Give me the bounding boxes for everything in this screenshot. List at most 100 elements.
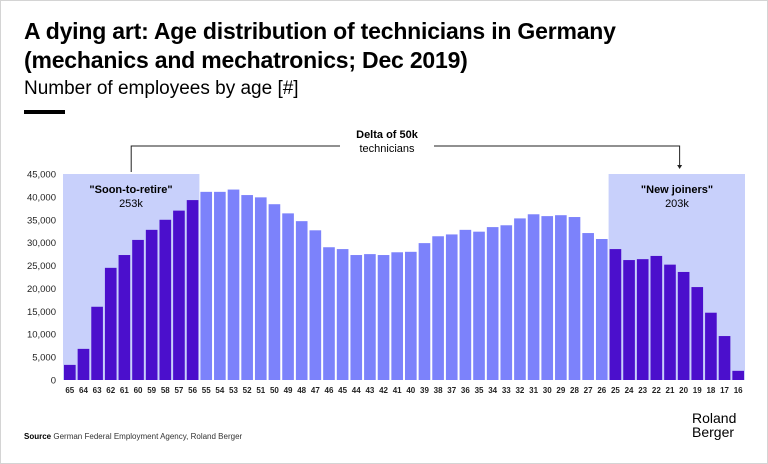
bar-age-50 [268,204,281,380]
bar-age-22 [650,255,663,380]
delta-subtitle: technicians [359,143,415,155]
x-tick-label: 32 [515,386,524,395]
title-accent-bar [24,110,65,114]
delta-title: Delta of 50k [356,129,419,141]
x-tick-label: 43 [365,386,374,395]
x-tick-label: 65 [65,386,74,395]
x-tick-label: 48 [297,386,306,395]
x-tick-label: 61 [120,386,129,395]
y-tick-label: 10,000 [27,330,56,341]
x-tick-label: 22 [652,386,661,395]
logo-line-1: Roland [692,410,737,426]
bar-age-28 [568,217,581,380]
bar-age-41 [391,252,403,380]
x-tick-label: 36 [461,386,470,395]
y-tick-label: 45,000 [27,170,56,181]
x-tick-label: 31 [529,386,538,395]
bar-age-47 [309,230,322,380]
bar-age-37 [445,234,458,380]
x-tick-label: 62 [106,386,115,395]
roland-berger-logo: Roland Berger [692,411,736,439]
bar-age-34 [486,227,499,380]
bar-age-26 [595,239,608,380]
x-tick-label: 20 [679,386,688,395]
bar-age-16 [732,370,744,380]
x-tick-label: 33 [502,386,511,395]
y-tick-label: 15,000 [27,307,56,318]
bar-age-24 [623,260,635,380]
new-joiners-label: "New joiners" [641,184,713,196]
x-tick-label: 38 [434,386,443,395]
logo-line-2: Berger [692,424,735,440]
x-tick-label: 59 [147,386,156,395]
x-tick-label: 58 [161,386,170,395]
bar-age-53 [227,189,240,380]
bar-age-62 [104,267,117,380]
bar-age-32 [514,218,526,380]
x-tick-label: 21 [666,386,675,395]
bar-age-57 [173,210,185,380]
bar-age-58 [159,219,172,380]
bar-age-23 [636,259,649,380]
y-tick-label: 40,000 [27,192,56,203]
bar-age-31 [527,214,540,380]
x-tick-label: 28 [570,386,579,395]
x-tick-label: 27 [584,386,593,395]
delta-arrow-icon [677,165,683,169]
bar-age-63 [91,306,103,380]
bar-age-30 [541,216,554,380]
x-tick-label: 57 [174,386,183,395]
bar-age-61 [118,255,131,380]
x-tick-label: 45 [338,386,347,395]
x-tick-label: 39 [420,386,429,395]
x-tick-label: 29 [556,386,565,395]
x-tick-label: 49 [284,386,293,395]
bar-age-39 [418,243,431,380]
chart-title: A dying art: Age distribution of technic… [24,18,616,73]
x-tick-label: 17 [720,386,729,395]
bar-age-46 [323,247,335,380]
x-tick-label: 51 [256,386,265,395]
y-tick-label: 25,000 [27,261,56,272]
bar-age-40 [405,251,417,380]
bar-age-56 [186,200,199,380]
x-tick-label: 53 [229,386,238,395]
bar-age-43 [364,254,376,380]
bar-age-36 [459,229,472,380]
x-tick-label: 47 [311,386,320,395]
source-note: Source German Federal Employment Agency,… [24,432,242,441]
bar-age-42 [377,255,390,380]
soon-to-retire-value: 253k [119,198,143,210]
chart-subtitle: Number of employees by age [#] [24,78,299,99]
y-tick-label: 20,000 [27,284,56,295]
x-tick-label: 18 [706,386,715,395]
x-tick-label: 50 [270,386,279,395]
x-tick-label: 55 [202,386,211,395]
x-tick-label: 35 [475,386,484,395]
bar-age-48 [295,221,308,380]
bar-age-59 [145,229,158,380]
x-tick-label: 41 [393,386,402,395]
x-tick-label: 42 [379,386,388,395]
delta-bracket-line [130,145,681,172]
y-tick-label: 5,000 [32,353,56,364]
x-tick-label: 44 [352,386,361,395]
y-tick-label: 35,000 [27,215,56,226]
bar-age-55 [200,191,213,380]
bar-age-38 [432,236,444,380]
bar-age-54 [214,191,226,380]
bar-age-49 [282,213,294,380]
x-tick-label: 64 [79,386,88,395]
bar-age-18 [705,312,717,380]
bar-age-60 [132,239,144,380]
bar-age-19 [691,287,704,380]
x-tick-label: 54 [215,386,224,395]
x-tick-label: 37 [447,386,456,395]
x-tick-label: 63 [93,386,102,395]
bar-age-20 [677,271,690,380]
x-tick-label: 56 [188,386,197,395]
bar-age-33 [500,225,513,380]
bar-age-21 [664,264,676,380]
x-tick-label: 25 [611,386,620,395]
x-tick-label: 52 [243,386,252,395]
